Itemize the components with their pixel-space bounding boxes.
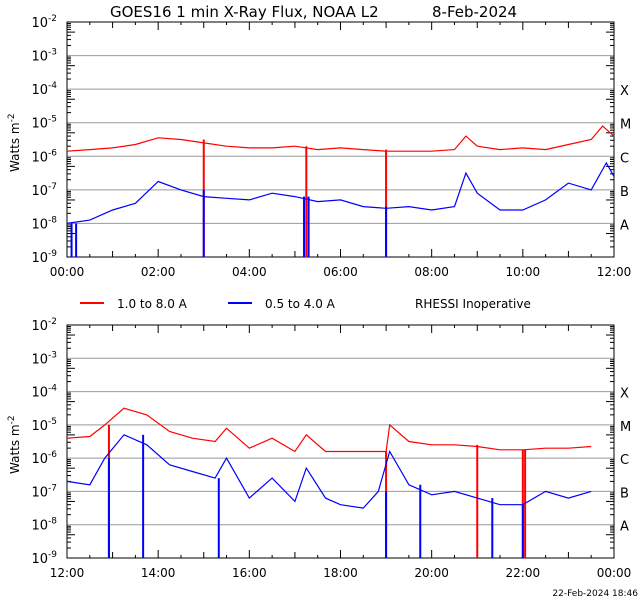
legend: 1.0 to 8.0 A 0.5 to 4.0 A RHESSI Inopera… [80,297,531,311]
flare-class-X: X [620,387,629,402]
xtick-label: 00:00 [597,566,632,580]
ytick-label: 10-2 [31,317,57,334]
ytick-label: 10-5 [31,417,57,434]
legend-label-long: 1.0 to 8.0 A [117,297,188,311]
xtick-label: 12:00 [597,265,632,279]
ytick-label: 10-4 [31,81,57,98]
flare-class-X: X [620,84,629,99]
xtick-label: 20:00 [414,566,449,580]
ytick-label: 10-8 [31,517,57,534]
xtick-label: 08:00 [414,265,449,279]
ylabel-bottom: Watts m-2 [7,415,22,474]
ylabel-top: Watts m-2 [7,113,22,172]
xtick-label: 16:00 [232,566,267,580]
series-short [66,434,592,509]
plot-frame [66,21,615,258]
flare-class-M: M [620,118,631,133]
series-short [66,161,615,224]
xtick-label: 02:00 [141,265,176,279]
rhessi-note: RHESSI Inoperative [415,297,531,311]
xtick-label: 00:00 [50,265,85,279]
ytick-label: 10-9 [31,550,57,567]
flare-class-B: B [620,486,629,501]
ytick-label: 10-3 [31,48,57,65]
xtick-label: 06:00 [323,265,358,279]
legend-label-short: 0.5 to 4.0 A [265,297,336,311]
ytick-label: 10-8 [31,215,57,232]
ytick-label: 10-6 [31,148,57,165]
series-long [66,407,592,453]
xtick-label: 18:00 [323,566,358,580]
panel-2: 10-2 10-3 10-4 10-5 10-6 10-7 10-8 10-9 X M C B A 12:… [31,317,631,580]
ytick-label: 10-4 [31,384,57,401]
flare-class-A: A [620,218,629,233]
xtick-label: 22:00 [506,566,541,580]
xtick-label: 14:00 [141,566,176,580]
ytick-label: 10-2 [31,14,57,31]
chart-title: GOES16 1 min X-Ray Flux, NOAA L2 [110,3,379,21]
panel-1: 10-2 10-3 10-4 10-5 10-6 10-7 10-8 10-9 X M C B A 00:… [31,14,631,279]
xtick-label: 04:00 [232,265,267,279]
flare-class-C: C [620,453,629,468]
ytick-label: 10-7 [31,182,57,199]
timestamp: 22-Feb-2024 18:46 [552,589,638,599]
ytick-label: 10-9 [31,249,57,266]
flare-class-B: B [620,185,629,200]
ytick-label: 10-3 [31,350,57,367]
ytick-label: 10-6 [31,450,57,467]
flare-class-M: M [620,420,631,435]
xtick-label: 12:00 [50,566,85,580]
xtick-label: 10:00 [506,265,541,279]
flare-class-C: C [620,151,629,166]
flare-class-A: A [620,520,629,535]
ytick-label: 10-7 [31,483,57,500]
plot-frame [66,324,615,559]
ytick-label: 10-5 [31,115,57,132]
chart-date: 8-Feb-2024 [432,3,517,21]
series-long [66,125,615,152]
